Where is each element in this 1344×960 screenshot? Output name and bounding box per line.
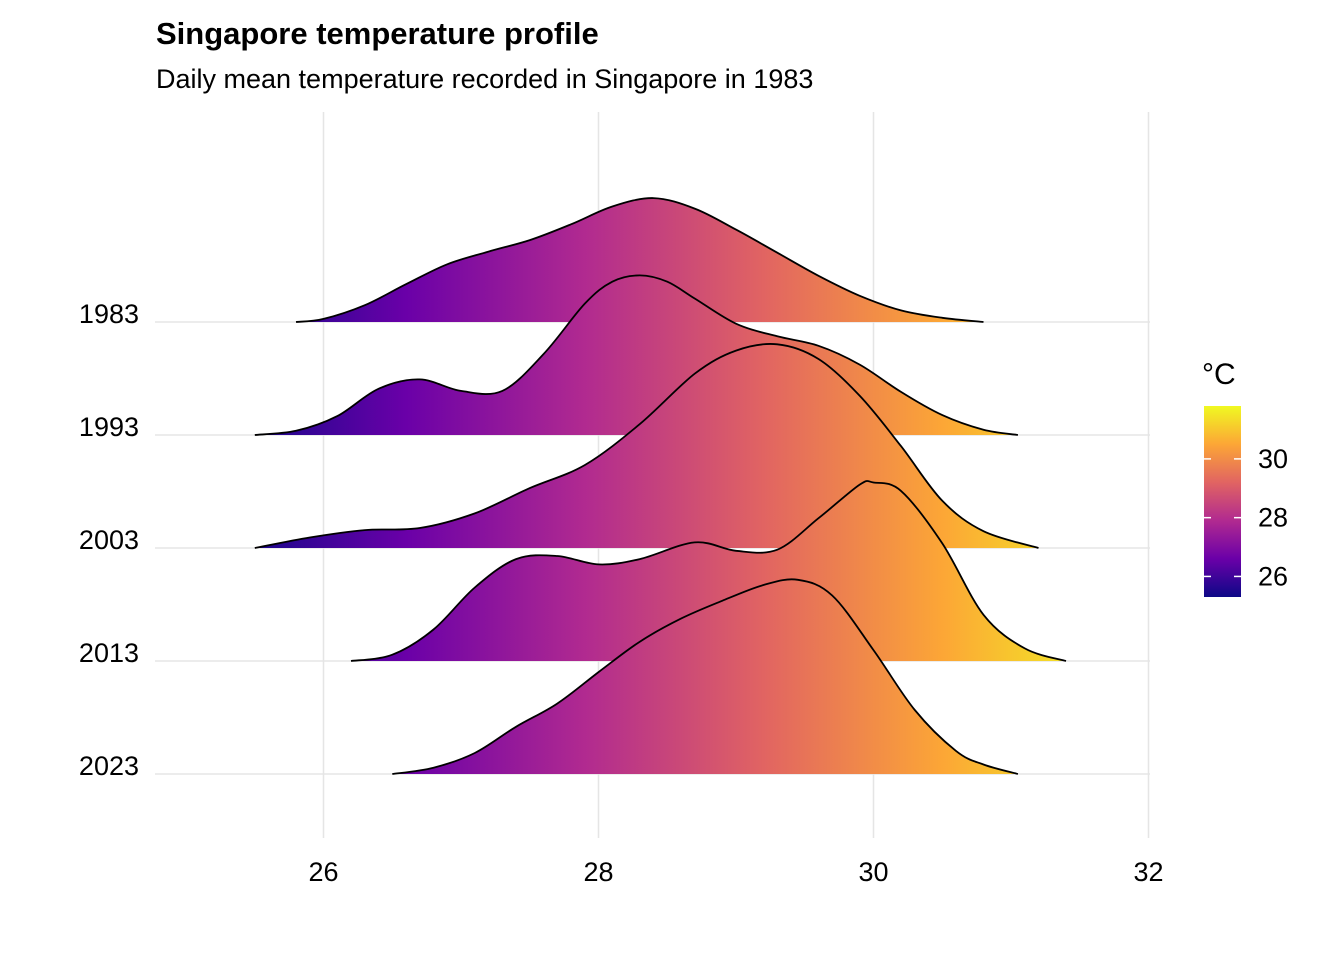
y-tick-label: 2003 <box>79 525 139 555</box>
x-axis-labels: 26 28 30 32 <box>308 857 1163 887</box>
ridge-area-1993 <box>254 275 1018 435</box>
ridge-2023 <box>392 578 1019 775</box>
ridge-2013 <box>350 480 1067 662</box>
ridge-outline-2023 <box>392 578 1019 775</box>
y-tick-label: 2013 <box>79 638 139 668</box>
ridge-area-2013 <box>351 480 1066 661</box>
ridge-outline-1983 <box>295 197 984 323</box>
chart-title: Singapore temperature profile <box>156 16 599 51</box>
ridge-1993 <box>254 274 1019 436</box>
x-tick-label: 32 <box>1133 857 1163 887</box>
legend-colorbar <box>1204 406 1241 597</box>
y-tick-label: 2023 <box>79 751 139 781</box>
ridge-2003 <box>254 343 1039 549</box>
legend: °C 26 28 30 <box>1202 358 1288 597</box>
y-tick-label: 1993 <box>79 412 139 442</box>
ridge-outline-2003 <box>254 343 1039 549</box>
ridge-outline-2013 <box>350 480 1067 662</box>
y-tick-label: 1983 <box>79 299 139 329</box>
chart-subtitle: Daily mean temperature recorded in Singa… <box>156 64 814 94</box>
x-tick-label: 28 <box>583 857 613 887</box>
x-tick-label: 30 <box>858 857 888 887</box>
legend-tick-label: 30 <box>1258 444 1288 474</box>
ridges <box>254 197 1067 775</box>
legend-tick-label: 26 <box>1258 561 1288 591</box>
legend-title: °C <box>1202 358 1236 391</box>
y-axis-labels: 1983 1993 2003 2013 2023 <box>79 299 139 781</box>
x-tick-label: 26 <box>308 857 338 887</box>
ridge-area-2023 <box>392 579 1018 774</box>
ridge-area-2003 <box>254 343 1039 548</box>
ridge-outline-1993 <box>254 274 1019 436</box>
ridge-1983 <box>295 197 984 323</box>
ridge-area-1983 <box>296 198 984 322</box>
legend-tick-label: 28 <box>1258 503 1288 533</box>
